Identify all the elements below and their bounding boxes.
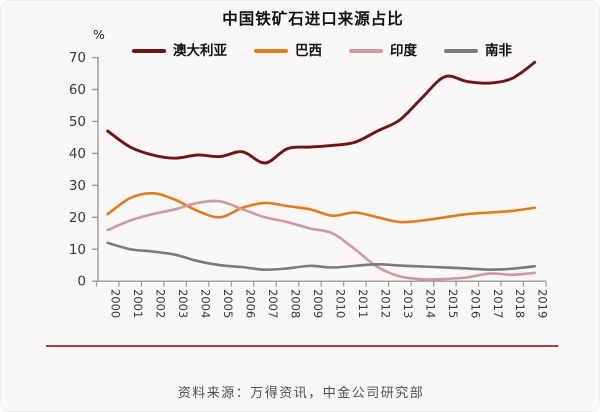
x-axis-year-label: 2000 — [109, 289, 123, 318]
x-axis-year-label: 2016 — [468, 289, 482, 318]
x-axis-year-label: 2012 — [378, 289, 392, 318]
x-axis-year-label: 2019 — [536, 289, 550, 318]
legend-item-australia: 澳大利亚 — [132, 44, 227, 58]
legend-label: 巴西 — [295, 43, 322, 59]
y-axis-tick-label: 70 — [69, 50, 86, 66]
series-line-brazil — [106, 192, 537, 224]
chart-legend: 澳大利亚 巴西 印度 南非 — [91, 43, 553, 59]
legend-item-india: 印度 — [349, 44, 417, 58]
line-chart: 0 10 20 30 40 50 60 70 2000 2001 2002 2003 2004 2005 2… — [69, 50, 550, 318]
series-line-south-africa — [106, 241, 537, 272]
y-axis-tick-label: 30 — [69, 178, 86, 194]
legend-swatch-australia — [132, 49, 166, 53]
y-axis-unit-label: % — [93, 27, 105, 42]
y-axis-tick-label: 20 — [69, 210, 86, 226]
legend-swatch-south-africa — [444, 49, 478, 53]
source-text: 资料来源：万得资讯，中金公司研究部 — [177, 385, 425, 400]
series-line-india — [106, 199, 537, 281]
legend-swatch-brazil — [254, 49, 288, 53]
y-axis-tick-label: 40 — [69, 146, 86, 162]
x-axis-year-label: 2015 — [446, 289, 460, 318]
x-axis-year-label: 2014 — [423, 289, 437, 318]
x-axis-year-label: 2017 — [491, 289, 505, 318]
legend-item-brazil: 巴西 — [254, 44, 322, 58]
legend-label: 南非 — [485, 43, 512, 59]
legend-swatch-india — [349, 49, 383, 53]
y-axis-tick-label: 50 — [69, 114, 86, 130]
x-axis-year-label: 2011 — [356, 289, 370, 318]
x-axis-year-label: 2001 — [131, 289, 145, 318]
x-axis-year-label: 2005 — [221, 289, 235, 318]
x-axis-year-label: 2002 — [154, 289, 168, 318]
chart-title: 中国铁矿石进口来源占比 — [222, 11, 404, 28]
series-line-australia — [106, 60, 537, 165]
separator-line — [46, 345, 558, 347]
y-axis-tick-label: 60 — [69, 82, 86, 98]
legend-label: 印度 — [390, 43, 417, 59]
legend-label: 澳大利亚 — [173, 43, 227, 59]
x-axis-year-label: 2010 — [333, 289, 347, 318]
x-axis-year-label: 2004 — [199, 289, 213, 318]
x-axis-year-label: 2003 — [176, 289, 190, 318]
x-axis-year-label: 2008 — [288, 289, 302, 318]
x-axis-year-label: 2007 — [266, 289, 280, 318]
x-axis-year-label: 2006 — [244, 289, 258, 318]
y-axis-tick-label: 0 — [77, 274, 86, 290]
x-axis-year-label: 2018 — [513, 289, 527, 318]
y-axis-tick-label: 10 — [69, 242, 86, 258]
legend-item-south-africa: 南非 — [444, 44, 512, 58]
x-axis-year-label: 2009 — [311, 289, 325, 318]
x-axis-year-label: 2013 — [401, 289, 415, 318]
